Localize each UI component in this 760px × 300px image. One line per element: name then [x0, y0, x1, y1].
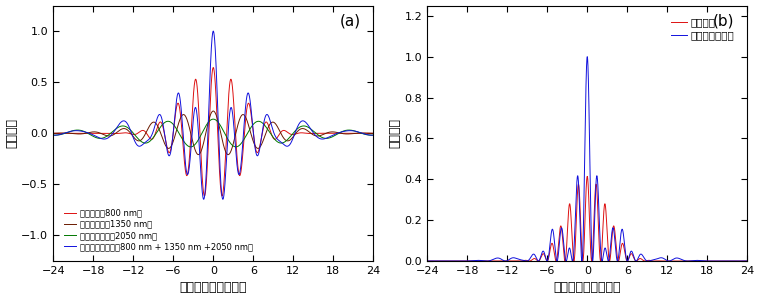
合成レーザー光（800 nm + 1350 nm +2050 nm）	[369, 134, 378, 137]
シグナル光（1350 nm）	[125, 131, 135, 134]
合成レーザー光	[499, 259, 508, 262]
シグナル光（1350 nm）	[242, 116, 251, 120]
ポンプ光（800 nm）	[209, 66, 218, 69]
X-axis label: 時間（フェムト秒）: 時間（フェムト秒）	[553, 281, 621, 294]
アイドラー光（2050 nm）	[171, 126, 180, 130]
合成レーザー光（800 nm + 1350 nm +2050 nm）	[209, 29, 218, 33]
シグナル光（1350 nm）	[71, 132, 80, 136]
合成レーザー光	[660, 257, 670, 261]
シグナル光（1350 nm）	[49, 132, 58, 135]
ポンプ光（800 nm）	[223, 126, 232, 129]
合成レーザー光	[545, 244, 554, 248]
Text: (a): (a)	[340, 13, 360, 28]
合成レーザー光	[743, 259, 752, 263]
X-axis label: 時間（フェムト秒）: 時間（フェムト秒）	[179, 281, 247, 294]
Line: シグナル光（1350 nm）: シグナル光（1350 nm）	[53, 111, 373, 154]
Y-axis label: 電場振幅: 電場振幅	[5, 118, 18, 148]
Line: ポンプ光（800 nm）: ポンプ光（800 nm）	[53, 68, 373, 196]
アイドラー光（2050 nm）	[369, 133, 378, 137]
シグナル光（1350 nm）	[369, 132, 378, 135]
Y-axis label: 電場強度: 電場強度	[389, 118, 402, 148]
Line: 合成レーザー光: 合成レーザー光	[427, 57, 747, 261]
ポンプ光	[499, 259, 508, 263]
ポンプ光	[423, 259, 432, 263]
Text: (b): (b)	[713, 13, 734, 28]
ポンプ光（800 nm）	[287, 133, 296, 136]
Line: 合成レーザー光（800 nm + 1350 nm +2050 nm）: 合成レーザー光（800 nm + 1350 nm +2050 nm）	[53, 31, 373, 199]
ポンプ光（800 nm）	[200, 194, 209, 198]
シグナル光（1350 nm）	[287, 138, 296, 141]
アイドラー光（2050 nm）	[287, 134, 296, 138]
ポンプ光	[739, 259, 748, 263]
シグナル光（1350 nm）	[194, 153, 203, 156]
ポンプ光（800 nm）	[369, 131, 378, 135]
アイドラー光（2050 nm）	[223, 136, 232, 139]
シグナル光（1350 nm）	[209, 109, 218, 113]
合成レーザー光	[583, 55, 592, 58]
合成レーザー光	[683, 259, 692, 263]
合成レーザー光	[423, 259, 432, 263]
Line: ポンプ光: ポンプ光	[427, 176, 747, 261]
アイドラー光（2050 nm）	[209, 117, 218, 121]
合成レーザー光（800 nm + 1350 nm +2050 nm）	[171, 104, 180, 108]
合成レーザー光	[597, 252, 606, 256]
ポンプ光	[545, 250, 554, 253]
アイドラー光（2050 nm）	[71, 128, 80, 132]
ポンプ光	[660, 259, 670, 263]
ポンプ光（800 nm）	[49, 131, 58, 135]
ポンプ光（800 nm）	[71, 131, 80, 135]
アイドラー光（2050 nm）	[49, 133, 58, 137]
合成レーザー光（800 nm + 1350 nm +2050 nm）	[199, 197, 208, 201]
シグナル光（1350 nm）	[171, 131, 180, 135]
合成レーザー光（800 nm + 1350 nm +2050 nm）	[287, 141, 296, 145]
アイドラー光（2050 nm）	[242, 134, 251, 138]
ポンプ光	[616, 253, 625, 257]
合成レーザー光	[445, 259, 454, 263]
ポンプ光	[597, 259, 606, 262]
Legend: ポンプ光（800 nm）, シグナル光（1350 nm）, アイドラー光（2050 nm）, 合成レーザー光（800 nm + 1350 nm +2050 nm: ポンプ光（800 nm）, シグナル光（1350 nm）, アイドラー光（205…	[61, 206, 256, 254]
アイドラー光（2050 nm）	[125, 128, 135, 132]
合成レーザー光（800 nm + 1350 nm +2050 nm）	[223, 150, 232, 154]
アイドラー光（2050 nm）	[186, 145, 195, 149]
合成レーザー光	[616, 241, 625, 245]
合成レーザー光（800 nm + 1350 nm +2050 nm）	[71, 129, 80, 133]
ポンプ光	[743, 259, 752, 263]
ポンプ光（800 nm）	[171, 110, 180, 113]
ポンプ光	[445, 259, 454, 263]
合成レーザー光（800 nm + 1350 nm +2050 nm）	[242, 101, 251, 105]
合成レーザー光（800 nm + 1350 nm +2050 nm）	[125, 128, 135, 131]
Line: アイドラー光（2050 nm）: アイドラー光（2050 nm）	[53, 119, 373, 147]
シグナル光（1350 nm）	[223, 152, 232, 156]
ポンプ光（800 nm）	[125, 132, 135, 136]
合成レーザー光（800 nm + 1350 nm +2050 nm）	[49, 134, 58, 137]
Legend: ポンプ光, 合成レーザー光: ポンプ光, 合成レーザー光	[667, 13, 739, 45]
ポンプ光	[583, 175, 592, 178]
ポンプ光（800 nm）	[242, 114, 251, 117]
